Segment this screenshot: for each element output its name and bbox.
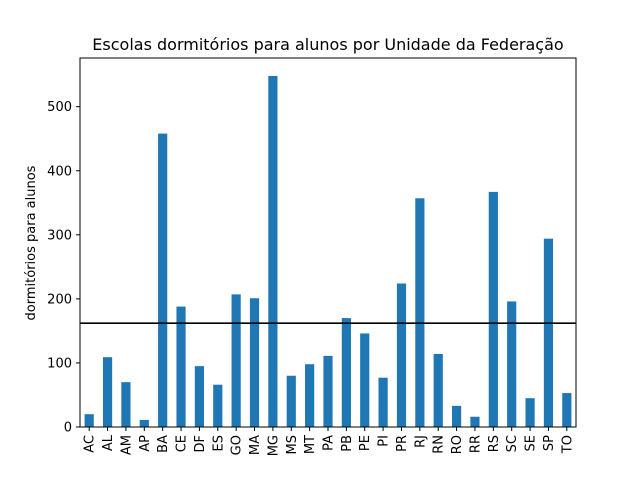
x-tick-label: MA bbox=[248, 435, 263, 455]
bar-rn bbox=[433, 353, 443, 427]
x-tick-label: AP bbox=[138, 435, 153, 452]
x-tick-label: RN bbox=[432, 435, 447, 454]
bar-pr bbox=[396, 283, 407, 427]
x-tick-label: AM bbox=[119, 435, 134, 455]
bar-df bbox=[194, 366, 204, 427]
x-tick-label: PA bbox=[322, 435, 337, 451]
y-tick-label: 0 bbox=[64, 421, 72, 436]
x-tick-label: DF bbox=[193, 435, 208, 453]
x-tick-label: GO bbox=[230, 435, 245, 455]
bar-ce bbox=[176, 306, 186, 427]
bar-pe bbox=[360, 333, 370, 427]
bar-ac bbox=[84, 414, 94, 427]
x-tick-label: SE bbox=[524, 435, 539, 451]
x-tick-label: MS bbox=[285, 435, 300, 454]
bar-pb bbox=[341, 318, 351, 427]
bar-ma bbox=[249, 298, 260, 427]
y-tick-label: 100 bbox=[47, 356, 72, 371]
chart-title: Escolas dormitórios para alunos por Unid… bbox=[92, 35, 563, 54]
bar-pa bbox=[323, 355, 333, 427]
bar-to bbox=[562, 393, 572, 427]
x-tick-label: RR bbox=[468, 435, 483, 453]
bars bbox=[84, 75, 572, 427]
x-tick-label: RO bbox=[450, 435, 465, 454]
x-tick-label: PE bbox=[358, 435, 373, 451]
bar-rj bbox=[415, 198, 425, 427]
bar-go bbox=[231, 294, 241, 427]
x-tick-label: PI bbox=[377, 435, 392, 447]
x-tick-label: BA bbox=[156, 435, 171, 453]
bar-mg bbox=[268, 75, 278, 427]
bar-sp bbox=[543, 238, 554, 427]
plot-frame bbox=[79, 57, 577, 428]
x-tick-label: PR bbox=[395, 435, 410, 452]
bar-pi bbox=[378, 377, 388, 427]
x-tick-label: RJ bbox=[413, 435, 428, 448]
bar-ms bbox=[286, 375, 296, 427]
bar-ro bbox=[452, 405, 462, 427]
x-tick-label: SP bbox=[542, 435, 557, 451]
x-tick-label: CE bbox=[175, 435, 190, 452]
bar-am bbox=[121, 382, 131, 427]
bar-es bbox=[213, 384, 223, 427]
x-tick-label: AL bbox=[101, 434, 116, 451]
x-tick-label: AC bbox=[83, 435, 98, 453]
x-tick-label: TO bbox=[560, 435, 575, 454]
y-axis-label: dormitórios para alunos bbox=[24, 165, 39, 320]
x-tick-label: RS bbox=[487, 435, 502, 452]
bar-sc bbox=[507, 301, 517, 427]
y-tick-label: 200 bbox=[47, 292, 72, 307]
bar-al bbox=[102, 357, 113, 427]
x-axis: AC AL AM AP BA CE DF ES GO MA MG MS MT PA PB PE PI PR RJ RN… bbox=[83, 427, 575, 456]
bar-rr bbox=[470, 416, 480, 427]
x-tick-label: SC bbox=[505, 435, 520, 452]
x-tick-label: MT bbox=[303, 435, 318, 454]
y-tick-label: 300 bbox=[47, 228, 72, 243]
bar-ba bbox=[158, 133, 168, 427]
bar-mt bbox=[305, 364, 315, 427]
y-tick-label: 400 bbox=[47, 164, 72, 179]
bar-rs bbox=[488, 191, 498, 427]
y-tick-label: 500 bbox=[47, 100, 72, 115]
x-tick-label: ES bbox=[211, 435, 226, 451]
bar-se bbox=[525, 398, 535, 427]
x-tick-label: PB bbox=[340, 435, 355, 452]
y-axis: 0 100 200 300 400 500 bbox=[47, 100, 80, 436]
bar-ap bbox=[139, 419, 149, 427]
x-tick-label: MG bbox=[266, 435, 281, 456]
